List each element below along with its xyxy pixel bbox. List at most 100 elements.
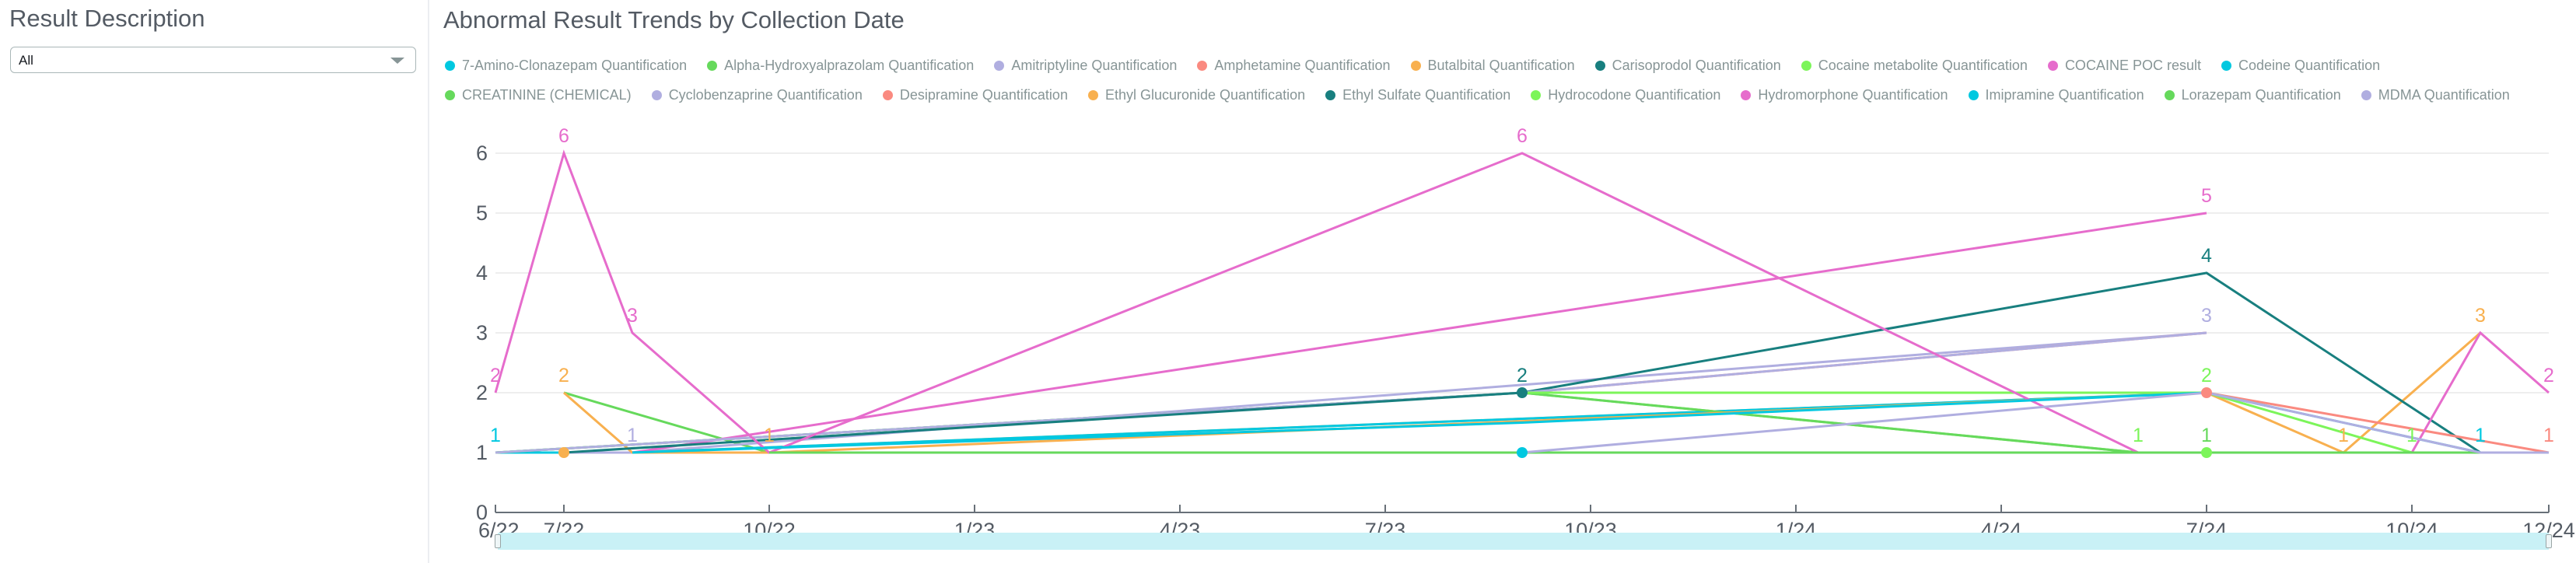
data-point-marker — [2201, 387, 2212, 398]
legend-label: MDMA Quantification — [2378, 86, 2510, 103]
legend-dot-icon — [1325, 89, 1336, 100]
series-line — [632, 212, 2207, 454]
series-line — [1521, 391, 2139, 454]
series-line — [1521, 391, 2549, 454]
legend-label: Amitriptyline Quantification — [1011, 57, 1178, 73]
legend-dot-icon — [882, 89, 893, 100]
series-line — [495, 271, 2481, 454]
data-label: 1 — [2475, 425, 2486, 446]
legend-dot-icon — [1197, 60, 1208, 71]
legend-dot-icon — [445, 89, 455, 100]
data-label: 6 — [1517, 125, 1528, 147]
legend-dot-icon — [2361, 89, 2371, 100]
legend-dot-icon — [1594, 60, 1605, 71]
legend-dot-icon — [1741, 89, 1752, 100]
data-label: 6 — [558, 125, 569, 147]
legend-item[interactable]: Alpha-Hydroxyalprazolam Quantification — [707, 58, 974, 74]
legend-label: Ethyl Sulfate Quantification — [1342, 86, 1511, 103]
y-tick-label: 6 — [476, 142, 488, 165]
legend-item[interactable]: Hydrocodone Quantification — [1531, 87, 1720, 103]
data-label: 3 — [627, 305, 638, 327]
chart-title: Abnormal Result Trends by Collection Dat… — [443, 6, 905, 33]
legend-item[interactable]: Butalbital Quantification — [1410, 57, 1575, 74]
legend-item[interactable]: Ethyl Glucuronide Quantification — [1087, 86, 1306, 103]
data-label: 3 — [2201, 305, 2212, 327]
legend-item[interactable]: COCAINE POC result — [2047, 58, 2201, 74]
legend-label: Codeine Quantification — [2238, 57, 2381, 73]
data-point-marker — [1517, 387, 1528, 398]
slider-handle-end[interactable] — [2546, 534, 2552, 548]
legend-label: Cyclobenzaprine Quantification — [668, 86, 863, 103]
data-label: 1 — [490, 425, 501, 446]
legend-label: CREATININE (CHEMICAL) — [462, 86, 632, 103]
data-point-marker — [2201, 447, 2212, 458]
data-label: 4 — [2201, 245, 2212, 267]
legend-item[interactable]: Carisoprodol Quantification — [1594, 57, 1781, 74]
legend-item[interactable]: Desipramine Quantification — [882, 86, 1068, 103]
result-description-select[interactable]: All — [10, 47, 416, 73]
data-label: 2 — [2543, 365, 2554, 386]
legend-label: Hydrocodone Quantification — [1548, 86, 1721, 103]
legend-dot-icon — [1801, 60, 1811, 71]
chevron-down-icon — [390, 58, 404, 64]
data-label: 1 — [2543, 425, 2554, 446]
data-label: 1 — [2338, 425, 2349, 446]
data-label: 1 — [2133, 425, 2144, 446]
legend-dot-icon — [1410, 60, 1421, 71]
y-tick-label: 5 — [476, 201, 488, 225]
data-label: 1 — [764, 425, 775, 446]
legend-dot-icon — [1531, 89, 1542, 100]
filter-panel: Result Description All — [0, 0, 429, 563]
legend-label: Ethyl Glucuronide Quantification — [1104, 86, 1306, 103]
data-label: 2 — [558, 365, 569, 386]
y-tick-label: 0 — [476, 501, 488, 524]
legend-item[interactable]: Lorazepam Quantification — [2164, 86, 2341, 103]
legend-item[interactable]: CREATININE (CHEMICAL) — [445, 87, 632, 103]
legend-dot-icon — [2221, 60, 2231, 71]
data-label: 2 — [1517, 365, 1528, 386]
legend-item[interactable]: Ethyl Sulfate Quantification — [1325, 87, 1510, 103]
slider-handle-start[interactable] — [495, 534, 501, 548]
legend-label: Butalbital Quantification — [1427, 57, 1575, 73]
legend-row: 7-Amino-Clonazepam Quantification Alpha-H… — [445, 56, 2400, 75]
filter-panel-title: Result Description — [9, 5, 205, 32]
y-tick-label: 4 — [476, 261, 488, 285]
legend-item[interactable]: Amitriptyline Quantification — [994, 58, 1177, 74]
select-value: All — [19, 53, 33, 68]
legend-dot-icon — [2164, 89, 2175, 100]
data-point-marker — [1517, 447, 1528, 458]
data-label: 5 — [2201, 185, 2212, 207]
data-label: 3 — [2475, 305, 2486, 327]
legend-item[interactable]: Amphetamine Quantification — [1197, 57, 1391, 74]
legend-label: Alpha-Hydroxyalprazolam Quantification — [724, 57, 975, 73]
data-label: 1 — [2406, 425, 2417, 446]
y-tick-label: 1 — [476, 441, 488, 464]
legend-item[interactable]: Codeine Quantification — [2221, 58, 2380, 74]
legend-dot-icon — [1087, 89, 1098, 100]
legend-row: CREATININE (CHEMICAL) Cyclobenzaprine Qua… — [445, 86, 2530, 104]
data-label: 1 — [2201, 425, 2212, 446]
legend-item[interactable]: Imipramine Quantification — [1968, 87, 2144, 103]
series-line — [563, 391, 1523, 454]
series-line — [494, 149, 2550, 454]
legend-dot-icon — [707, 60, 718, 71]
date-range-slider[interactable] — [495, 533, 2552, 550]
legend-item[interactable]: Cocaine metabolite Quantification — [1801, 58, 2028, 74]
series-line — [2206, 391, 2550, 454]
y-tick-label: 2 — [476, 381, 488, 404]
data-label: 1 — [627, 425, 638, 446]
legend-item[interactable]: 7-Amino-Clonazepam Quantification — [445, 58, 687, 74]
legend-item[interactable]: Cyclobenzaprine Quantification — [651, 86, 863, 103]
legend-label: Desipramine Quantification — [899, 86, 1068, 103]
legend-label: Cocaine metabolite Quantification — [1818, 57, 2028, 73]
legend-label: Amphetamine Quantification — [1214, 57, 1391, 73]
legend-item[interactable]: Hydromorphone Quantification — [1741, 87, 1948, 103]
legend-label: Lorazepam Quantification — [2181, 86, 2341, 103]
legend-item[interactable]: MDMA Quantification — [2361, 87, 2510, 103]
legend-label: Carisoprodol Quantification — [1612, 57, 1781, 73]
legend-label: Hydromorphone Quantification — [1758, 86, 1948, 103]
legend-label: 7-Amino-Clonazepam Quantification — [462, 57, 688, 73]
legend-dot-icon — [1968, 89, 1979, 100]
legend-dot-icon — [2047, 60, 2058, 71]
